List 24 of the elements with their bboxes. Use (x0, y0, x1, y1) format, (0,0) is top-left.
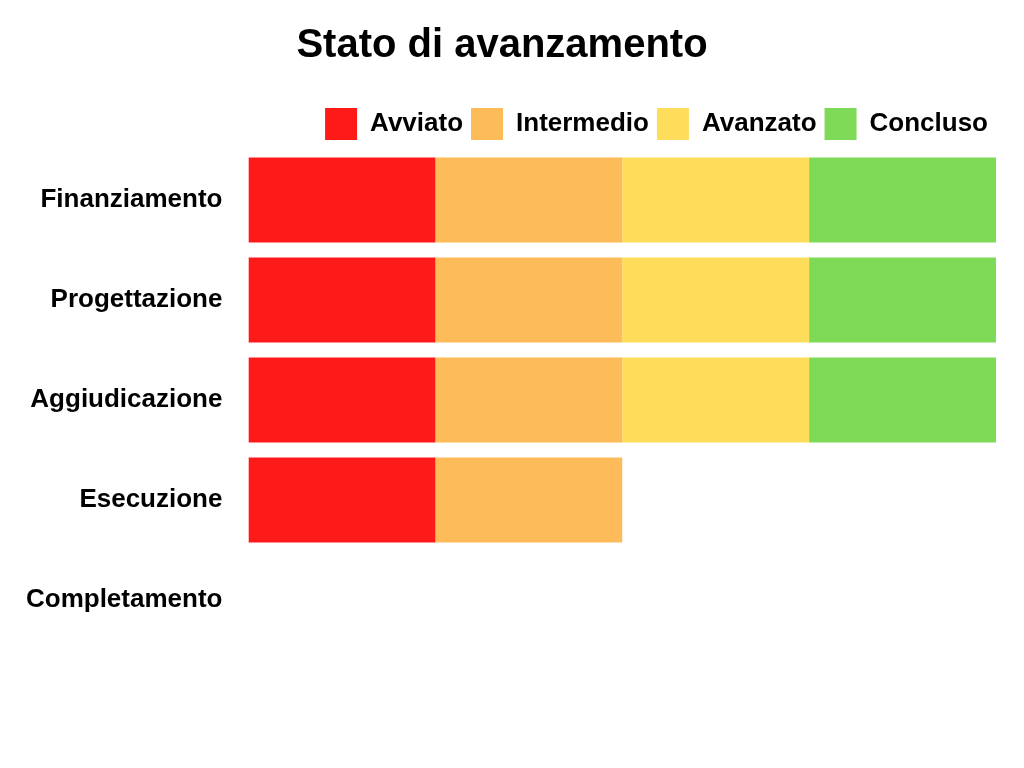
y-tick-label: Completamento (25, 583, 223, 614)
legend-label: Intermedio (516, 107, 649, 138)
legend-label: Concluso (869, 107, 989, 138)
y-tick-label: Progettazione (50, 283, 223, 314)
bar (435, 257, 623, 343)
bar (248, 157, 436, 243)
bar (435, 457, 623, 543)
chart-title: Stato di avanzamento (296, 21, 708, 66)
bar (809, 357, 996, 443)
bar (622, 357, 810, 443)
y-tick-label: Finanziamento (40, 183, 223, 214)
bar (248, 357, 436, 443)
bar (809, 257, 996, 343)
legend-label: Avviato (370, 107, 464, 138)
bar (248, 457, 436, 543)
legend-label: Avanzato (701, 107, 817, 138)
bar (622, 157, 810, 243)
bar (809, 157, 996, 243)
y-tick-label: Aggiudicazione (30, 383, 223, 414)
bar (248, 257, 436, 343)
bar (435, 357, 623, 443)
y-tick-label: Esecuzione (79, 483, 223, 514)
bar (622, 257, 810, 343)
bar (435, 157, 623, 243)
